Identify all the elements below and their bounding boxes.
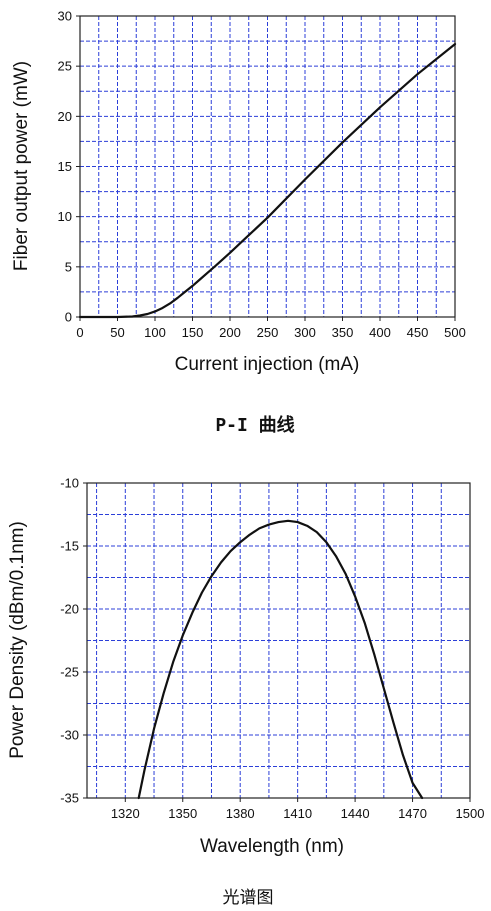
spectrum-chart-ytick-label: -25 [60,665,79,680]
spectrum-chart-xtick-label: 1500 [456,806,485,821]
pi-chart-series-line [78,42,457,319]
pi-chart-ticks: 0 50 100 150 200 250 300 350 400 450 500 0 5 10 15 20 25… [58,9,466,341]
pi-chart-xtick-label: 400 [369,325,391,340]
spectrum-chart-xtick-label: 1350 [168,806,197,821]
pi-chart-ytick-label: 0 [65,310,72,325]
spectrum-chart-xtick-label: 1320 [111,806,140,821]
pi-chart-ytick-label: 5 [65,259,72,274]
pi-chart-xtick-label: 50 [110,325,124,340]
pi-chart-ytick-label: 10 [58,209,72,224]
spectrum-chart-xtick-label: 1380 [226,806,255,821]
spectrum-chart: 1320 1350 1380 1410 1440 1470 1500 -10 -15 -20 -25… [7,476,484,909]
pi-chart-xlabel: Current injection (mA) [175,354,360,375]
spectrum-chart-xtick-label: 1440 [341,806,370,821]
pi-chart-xtick-label: 500 [444,325,466,340]
pi-chart-xtick-label: 150 [182,325,204,340]
spectrum-chart-caption: 光谱图 [223,888,274,908]
spectrum-chart-series-line [137,519,424,800]
pi-chart-xtick-label: 200 [219,325,241,340]
spectrum-chart-xtick-label: 1410 [283,806,312,821]
spectrum-chart-ytick-label: -20 [60,602,79,617]
spectrum-chart-ytick-label: -15 [60,539,79,554]
pi-chart-ytick-label: 25 [58,59,72,74]
spectrum-chart-ytick-label: -30 [60,728,79,743]
pi-chart: 0 50 100 150 200 250 300 350 400 450 500 0 5 10 15 20 25… [11,9,466,437]
spectrum-chart-xlabel: Wavelength (nm) [200,836,344,857]
pi-chart-ytick-label: 15 [58,159,72,174]
pi-chart-caption: P-I 曲线 [215,414,294,436]
spectrum-chart-grid [87,483,470,798]
pi-chart-xtick-label: 100 [144,325,166,340]
spectrum-chart-ticks: 1320 1350 1380 1410 1440 1470 1500 -10 -15 -20 -25… [60,476,484,822]
spectrum-chart-ytick-label: -35 [60,791,79,806]
pi-chart-xtick-label: 300 [294,325,316,340]
pi-chart-xtick-label: 250 [257,325,279,340]
pi-chart-xtick-label: 350 [332,325,354,340]
spectrum-chart-series [137,519,424,800]
spectrum-chart-xtick-label: 1470 [398,806,427,821]
pi-chart-xtick-label: 0 [76,325,83,340]
pi-chart-grid [80,16,455,317]
spectrum-chart-ytick-label: -10 [60,476,79,491]
spectrum-chart-ylabel: Power Density (dBm/0.1nm) [7,521,28,759]
pi-chart-ytick-label: 20 [58,109,72,124]
pi-chart-series [78,42,457,319]
spectrum-chart-plot-frame [86,482,471,799]
pi-chart-xtick-label: 450 [407,325,429,340]
pi-chart-ytick-label: 30 [58,9,72,24]
pi-chart-ylabel: Fiber output power (mW) [11,61,32,271]
